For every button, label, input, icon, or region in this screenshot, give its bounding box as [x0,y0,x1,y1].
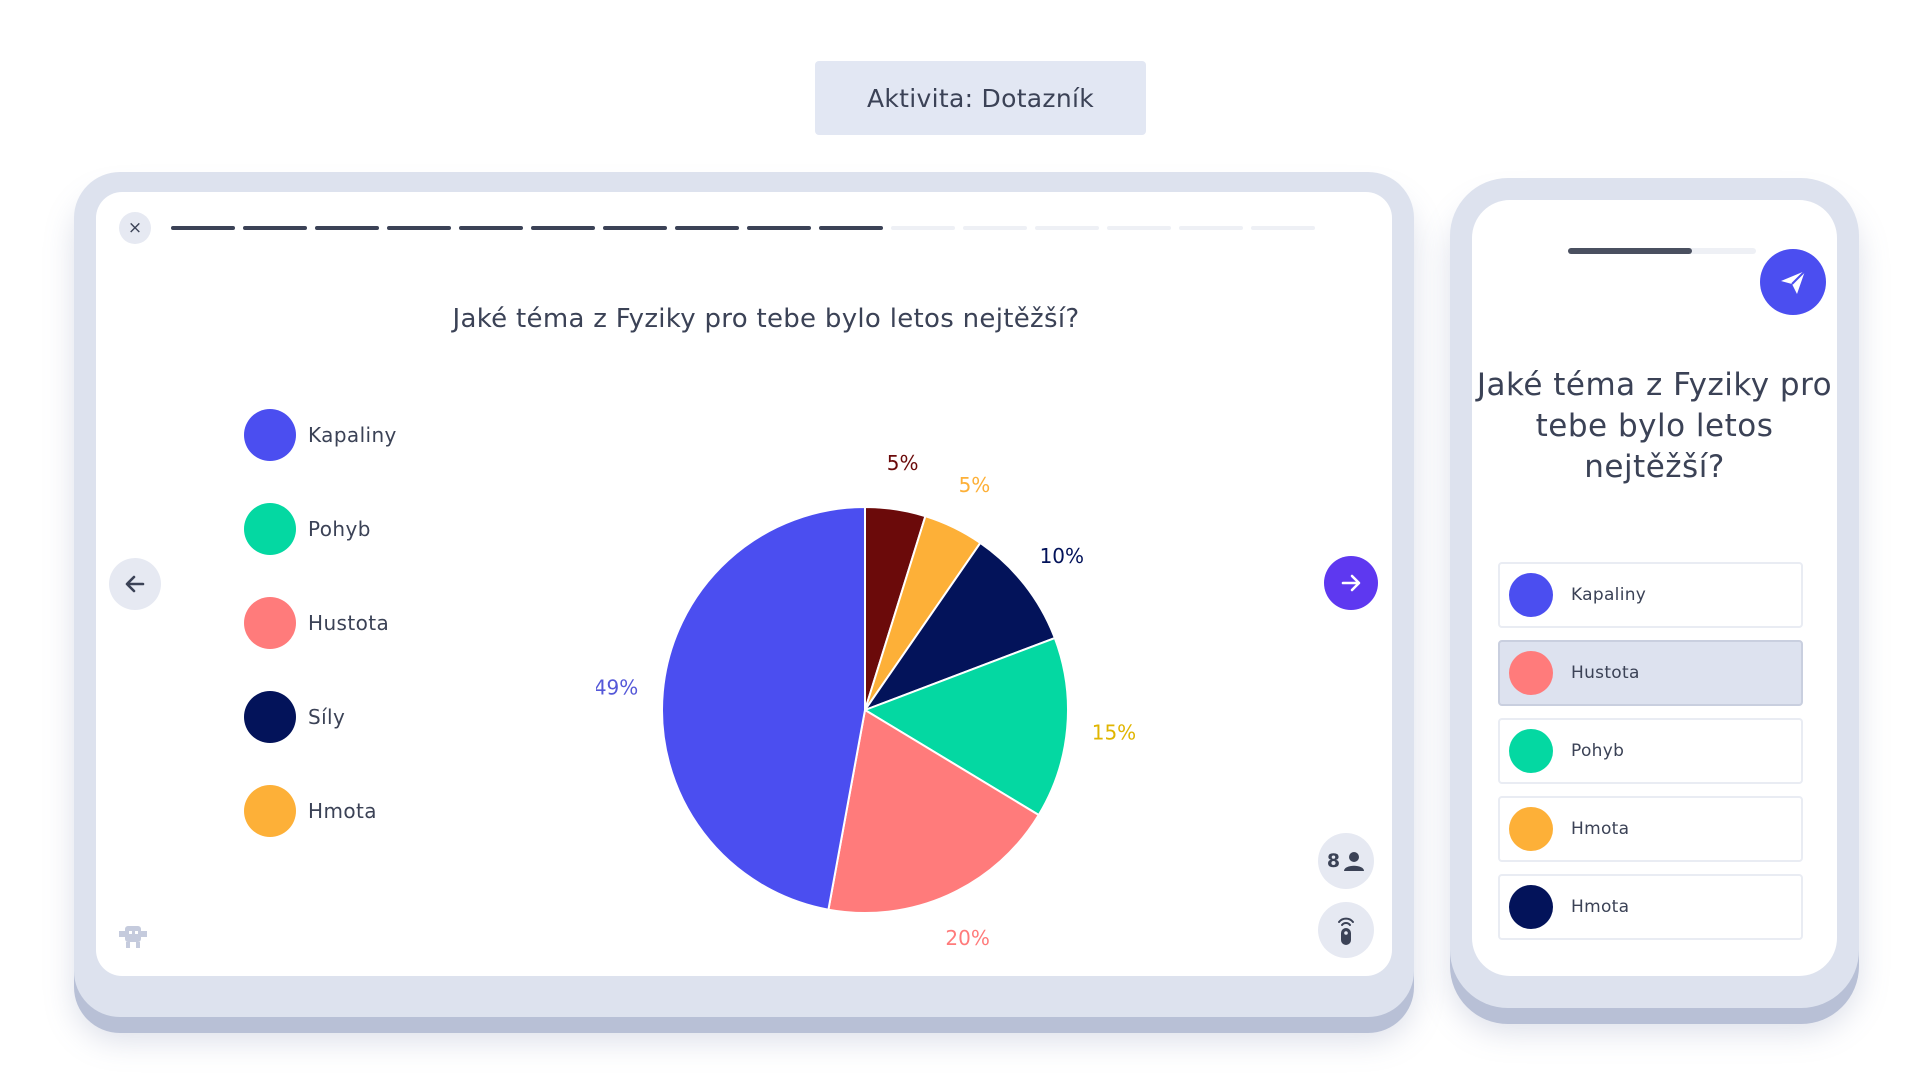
option-label: Hustota [1571,663,1640,683]
option-swatch [1509,729,1553,773]
progress-segment [171,226,235,230]
progress-segment [459,226,523,230]
option-kapaliny[interactable]: Kapaliny [1498,562,1803,628]
legend-swatch [244,785,296,837]
send-answer-button[interactable] [1760,249,1826,315]
legend-label: Kapaliny [308,423,397,447]
pie-slice [827,708,1041,914]
option-swatch [1509,885,1553,929]
legend-swatch [244,597,296,649]
pie-slice-label: 20% [945,926,989,950]
phone-progress-bar [1568,248,1756,254]
arrow-right-icon [1341,574,1361,592]
option-label: Hmota [1571,819,1630,839]
tablet-device: × Jaké téma z Fyziky pro tebe bylo letos… [74,172,1414,1017]
progress-segment [315,226,379,230]
tablet-screen: × Jaké téma z Fyziky pro tebe bylo letos… [96,192,1392,976]
phone-question-title: Jaké téma z Fyziky pro tebe bylo letos n… [1476,367,1833,485]
progress-segment [531,226,595,230]
option-swatch [1509,807,1553,851]
pie-slice [862,636,1069,817]
legend-item-pohyb: Pohyb [244,503,397,555]
chart-legend: Kapaliny Pohyb Hustota Síly Hmota [244,409,397,879]
progress-segment [963,226,1027,230]
pie-slice-label: 49% [596,675,638,699]
option-pohyb[interactable]: Pohyb [1498,718,1803,784]
legend-label: Hustota [308,611,390,635]
legend-item-hmota: Hmota [244,785,397,837]
progress-segment [819,226,883,230]
option-swatch [1509,573,1553,617]
participants-count: 8 [1326,850,1341,872]
legend-swatch [244,503,296,555]
user-icon [1344,852,1365,871]
remote-control-button[interactable] [1318,902,1374,958]
pie-slice [661,505,866,911]
progress-segment [1035,226,1099,230]
pie-slice-label: 15% [1092,721,1136,745]
phone-progress-fill [1568,248,1693,254]
option-hmota[interactable]: Hmota [1498,796,1803,862]
option-hustota[interactable]: Hustota [1498,640,1803,706]
next-button[interactable] [1324,556,1378,610]
close-button[interactable]: × [119,212,151,244]
option-label: Pohyb [1571,741,1625,761]
progress-segment [747,226,811,230]
results-pie-chart: 5% 5% 10% 15% 20% 49% [596,451,1136,950]
option-label: Kapaliny [1571,585,1647,605]
activity-title: Aktivita: Dotazník [815,61,1146,135]
close-icon: × [127,218,143,238]
legend-label: Pohyb [308,517,371,541]
legend-swatch [244,409,296,461]
legend-label: Hmota [308,799,377,823]
phone-device: Jaké téma z Fyziky pro tebe bylo letos n… [1450,178,1859,1008]
paper-plane-icon [1781,270,1806,294]
progress-segment [243,226,307,230]
progress-segment [603,226,667,230]
pie-slice-label: 5% [887,451,919,475]
previous-button[interactable] [109,558,161,610]
remote-signal-icon [1338,917,1354,945]
progress-segment [387,226,451,230]
arrow-left-icon [125,575,145,593]
option-hmota-2[interactable]: Hmota [1498,874,1803,940]
progress-segment [1107,226,1171,230]
answer-options: Kapaliny Hustota Pohyb Hmota Hmota [1498,562,1803,952]
progress-segment [675,226,739,230]
pie-slice-label: 5% [959,473,991,497]
mascot-logo-icon [119,926,147,948]
pie-slice-label: 10% [1040,544,1084,568]
legend-item-kapaliny: Kapaliny [244,409,397,461]
question-title: Jaké téma z Fyziky pro tebe bylo letos n… [452,304,1080,334]
question-progress [171,226,1315,230]
option-swatch [1509,651,1553,695]
legend-label: Síly [308,705,346,729]
phone-screen: Jaké téma z Fyziky pro tebe bylo letos n… [1472,200,1837,976]
pie-slice [862,541,1057,713]
progress-segment [891,226,955,230]
progress-segment [1251,226,1315,230]
legend-item-hustota: Hustota [244,597,397,649]
option-label: Hmota [1571,897,1630,917]
legend-item-sily: Síly [244,691,397,743]
progress-segment [1179,226,1243,230]
legend-swatch [244,691,296,743]
participants-counter[interactable]: 8 [1318,833,1374,889]
